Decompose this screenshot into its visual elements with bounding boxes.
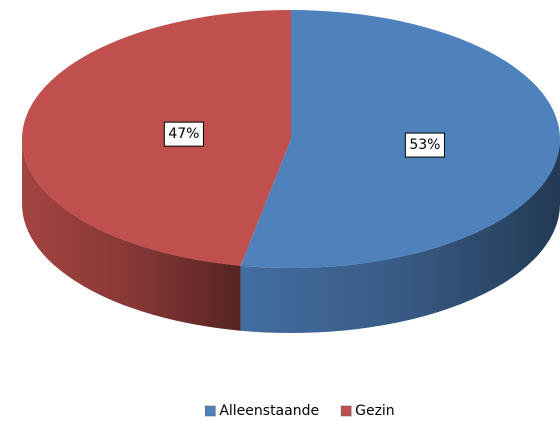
data-label: 53%: [409, 137, 440, 153]
pie-side-shade: [22, 139, 241, 331]
pie-slice: [240, 10, 560, 268]
data-label-box: [163, 121, 204, 147]
data-label-box: [404, 132, 445, 158]
legend-label: Gezin: [355, 403, 395, 419]
pie-slice: [22, 10, 292, 266]
legend: Alleenstaande Gezin: [205, 403, 395, 419]
legend-swatch: [205, 405, 216, 417]
legend-label: Alleenstaande: [219, 403, 319, 419]
data-label: 47%: [168, 126, 199, 142]
legend-swatch: [340, 405, 352, 417]
pie-side-shade: [240, 139, 560, 333]
